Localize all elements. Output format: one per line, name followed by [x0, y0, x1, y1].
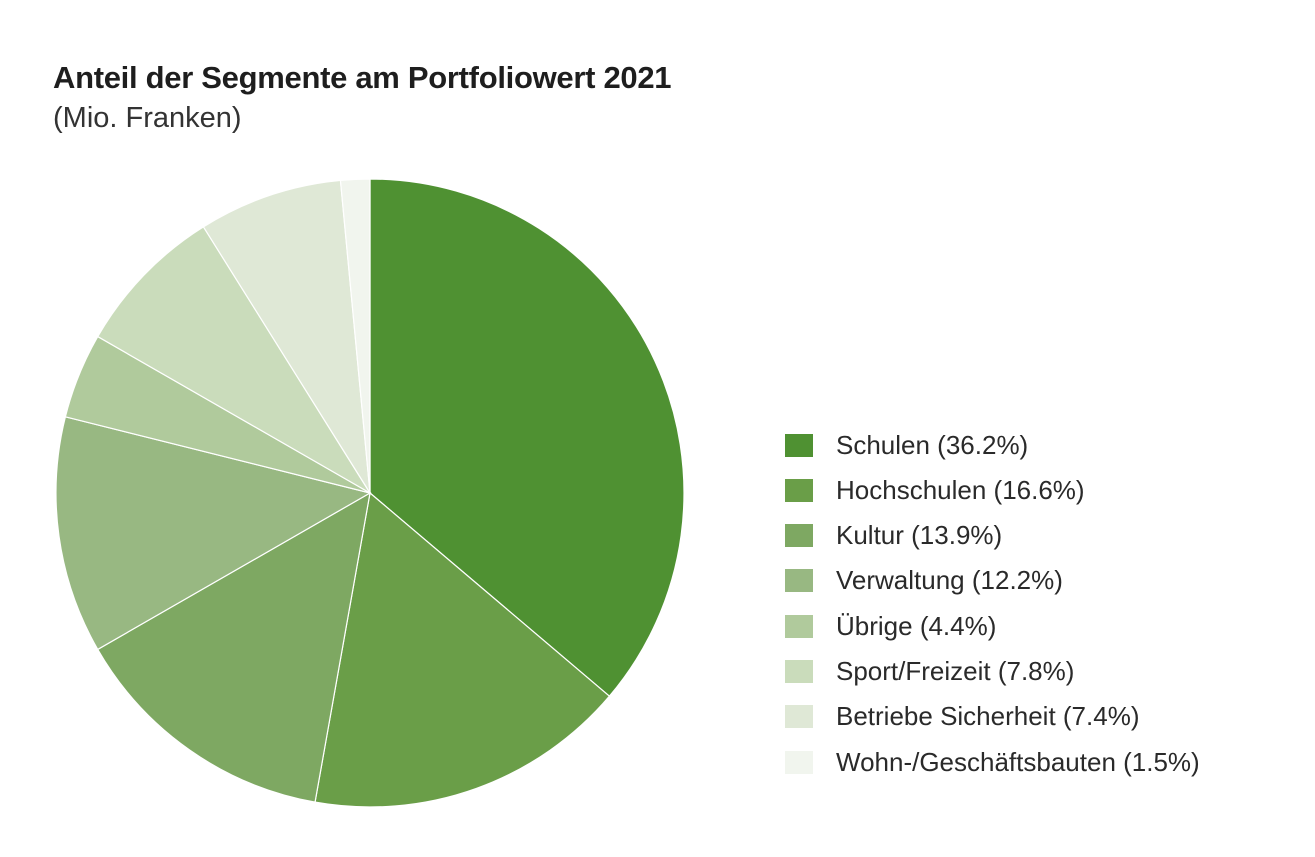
legend-label: Betriebe Sicherheit (7.4%) [836, 701, 1140, 731]
pie-slice-7 [339, 178, 371, 494]
pie-slice-2 [96, 491, 371, 803]
legend-swatch [785, 751, 813, 774]
legend-label: Hochschulen (16.6%) [836, 475, 1085, 505]
legend-swatch [785, 705, 813, 728]
legend-swatch [785, 569, 813, 592]
chart-subtitle: (Mio. Franken) [53, 102, 242, 134]
legend-label: Schulen (36.2%) [836, 430, 1029, 460]
pie-slice-0 [369, 178, 685, 698]
legend-swatch [785, 660, 813, 683]
legend-label: Sport/Freizeit (7.8%) [836, 656, 1075, 686]
legend-label: Wohn-/Geschäftsbauten (1.5%) [836, 747, 1200, 777]
legend-swatch [785, 524, 813, 547]
pie-slice-6 [202, 179, 371, 494]
legend-swatch [785, 434, 813, 457]
legend-swatch [785, 615, 813, 638]
legend-label: Übrige (4.4%) [836, 611, 997, 641]
pie-slice-5 [96, 226, 371, 494]
legend-swatch [785, 479, 813, 502]
pie-slice-1 [314, 491, 611, 808]
legend-label: Kultur (13.9%) [836, 520, 1003, 550]
pie-slice-3 [55, 416, 372, 651]
legend-label: Verwaltung (12.2%) [836, 565, 1063, 595]
chart-title: Anteil der Segmente am Portfoliowert 202… [53, 60, 672, 95]
